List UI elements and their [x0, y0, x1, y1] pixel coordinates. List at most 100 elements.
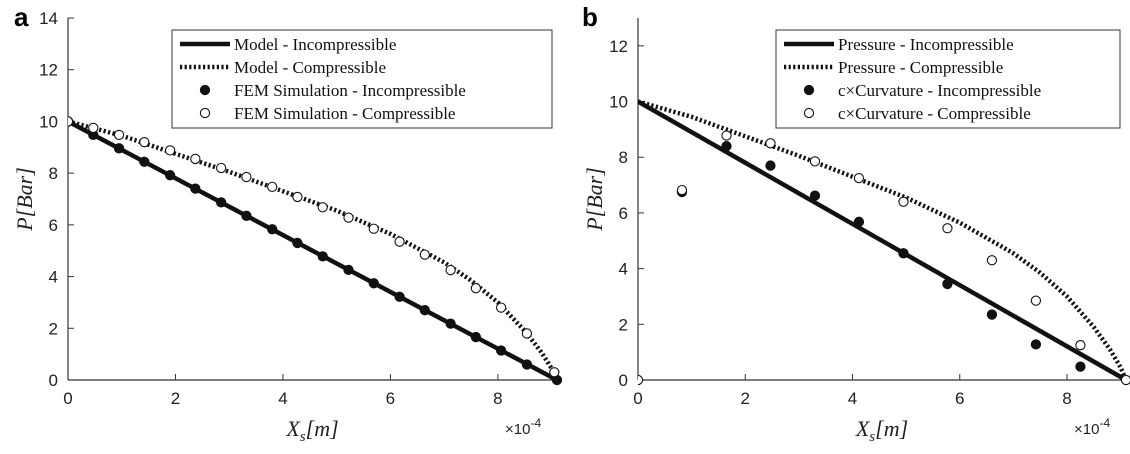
x-multiplier: ×10-4: [505, 416, 541, 438]
series-point-3: [853, 172, 865, 184]
series-point-3: [113, 129, 125, 141]
x-axis-label: Xs[m]: [855, 416, 908, 445]
series-point-3: [1075, 340, 1086, 351]
series-point-3: [549, 367, 560, 378]
series-point-2: [986, 309, 998, 320]
series-point-3: [495, 302, 507, 313]
x-tick-label: 8: [1062, 389, 1071, 408]
x-tick-label: 2: [171, 389, 180, 408]
series-point-3: [343, 212, 354, 223]
series-point-3: [190, 153, 201, 165]
series-line-1: [68, 119, 560, 381]
series-point-3: [470, 283, 482, 294]
series-point-2: [368, 278, 379, 289]
series-point-3: [521, 328, 533, 339]
y-tick-label: 6: [619, 204, 628, 223]
series-point-3: [676, 184, 688, 196]
y-tick-label: 2: [49, 319, 58, 338]
series-point-3: [164, 145, 176, 156]
series-point-2: [1030, 339, 1042, 350]
series-point-2: [215, 197, 227, 208]
series-point-3: [139, 136, 150, 148]
y-tick-label: 12: [609, 37, 628, 56]
y-tick-label: 8: [49, 164, 58, 183]
x-multiplier: ×10-4: [1074, 416, 1110, 438]
y-tick-label: 12: [39, 61, 58, 80]
series-point-3: [292, 191, 303, 203]
legend-label-2: FEM Simulation - Incompressible: [234, 81, 466, 100]
series-point-3: [986, 255, 998, 266]
y-tick-label: 10: [609, 93, 628, 112]
legend-swatch-3: [803, 107, 815, 119]
legend-label-3: FEM Simulation - Compressible: [234, 104, 455, 123]
y-axis-label: P[Bar]: [582, 167, 607, 232]
legend-label-1: Model - Compressible: [234, 58, 386, 77]
series-point-2: [495, 345, 507, 356]
series-point-2: [853, 216, 865, 227]
y-tick-label: 0: [619, 371, 628, 390]
x-tick-label: 0: [633, 389, 642, 408]
series-point-2: [241, 210, 252, 221]
y-axis-label: P[Bar]: [12, 167, 37, 232]
series-point-3: [394, 236, 405, 247]
series-line-0: [638, 99, 1128, 382]
series-point-3: [942, 223, 953, 234]
series-point-2: [419, 305, 430, 316]
legend-label-2: c×Curvature - Incompressible: [838, 81, 1041, 100]
legend-label-0: Model - Incompressible: [234, 35, 396, 54]
y-tick-label: 8: [619, 148, 628, 167]
series-point-2: [164, 170, 176, 181]
series-point-2: [521, 359, 533, 370]
series-point-3: [638, 374, 644, 386]
series-point-3: [721, 130, 732, 141]
series-point-2: [292, 237, 303, 249]
series-point-2: [470, 331, 482, 343]
series-point-2: [1075, 361, 1086, 372]
series-point-3: [445, 264, 456, 276]
series-point-3: [1030, 295, 1042, 306]
legend: Model - Incompressible Model - Compressib…: [171, 29, 553, 129]
series-line-1: [638, 99, 1129, 381]
series-point-3: [215, 162, 227, 174]
x-axis-label: Xs[m]: [285, 416, 338, 445]
series-point-2: [394, 291, 405, 302]
series-point-2: [765, 160, 776, 171]
y-tick-label: 6: [49, 216, 58, 235]
legend-label-1: Pressure - Compressible: [838, 58, 1003, 77]
y-tick-label: 14: [39, 9, 58, 28]
legend-box: [171, 29, 553, 129]
plot-area: [68, 116, 563, 386]
series-point-3: [368, 223, 379, 234]
series-point-3: [419, 249, 430, 260]
series-point-2: [267, 224, 278, 235]
y-tick-label: 2: [619, 315, 628, 334]
y-tick-label: 0: [49, 371, 58, 390]
series-point-3: [1120, 374, 1130, 386]
series-point-3: [241, 171, 252, 183]
panel-label: a: [14, 2, 29, 32]
series-point-2: [190, 183, 201, 194]
y-tick-label: 4: [619, 260, 628, 279]
panel-label: b: [582, 2, 598, 32]
x-tick-label: 4: [278, 389, 287, 408]
plot-area: [638, 99, 1130, 386]
legend: Pressure - Incompressible Pressure - Comp…: [775, 29, 1121, 129]
series-point-3: [809, 156, 821, 167]
series-point-3: [765, 138, 776, 149]
legend-label-0: Pressure - Incompressible: [838, 35, 1014, 54]
series-point-2: [113, 143, 125, 154]
series-point-2: [139, 156, 150, 167]
series-point-3: [88, 122, 99, 134]
series-point-2: [721, 140, 732, 152]
y-tick-label: 10: [39, 112, 58, 131]
y-tick-label: 4: [49, 268, 58, 287]
x-tick-label: 2: [741, 389, 750, 408]
legend-swatch-3: [199, 107, 211, 119]
series-point-2: [317, 251, 328, 262]
series-point-2: [343, 264, 354, 275]
series-point-2: [898, 248, 909, 259]
series-point-3: [68, 116, 74, 127]
x-tick-label: 6: [955, 389, 964, 408]
